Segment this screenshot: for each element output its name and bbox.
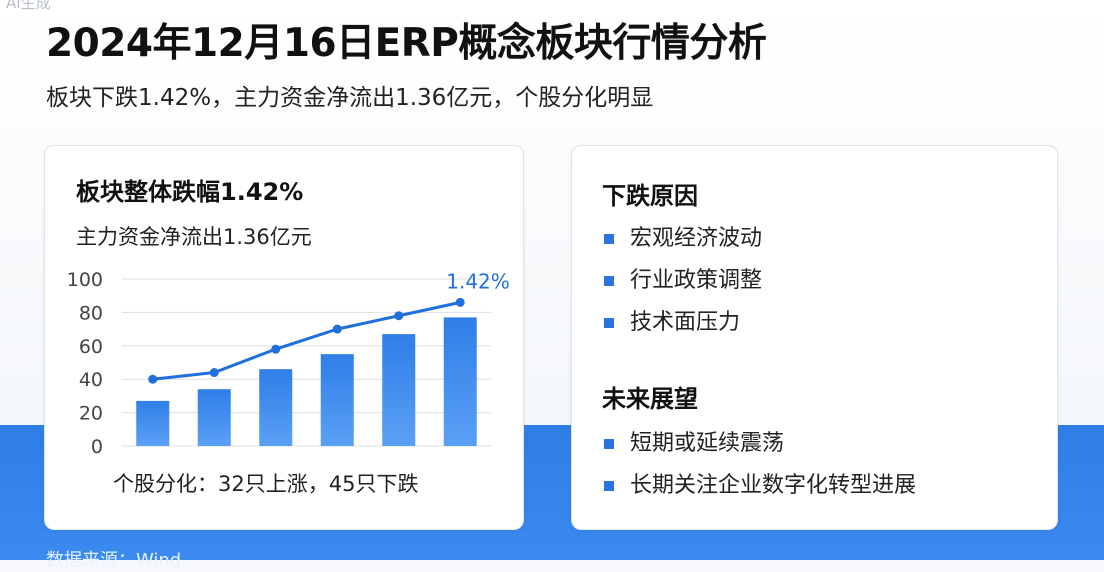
trend-line [152,300,461,381]
y-tick-label: 40 [79,369,103,391]
list-item-label: 技术面压力 [630,310,741,335]
bullet-square-icon [604,318,614,328]
list-item-label: 宏观经济波动 [630,226,763,251]
trend-point [271,344,281,354]
trend-point [148,374,158,384]
bar [382,334,416,446]
y-tick-label: 60 [79,336,103,358]
trend-value-label: 1.42% [446,269,510,293]
bar [136,400,170,446]
sector-trend-chart: 0 20 40 60 80 100 1.42% [67,269,510,456]
list-item: 技术面压力 [604,302,762,344]
y-tick-label: 0 [91,436,103,456]
y-tick-label: 20 [79,403,103,425]
outlook-list: 短期或延续震荡 长期关注企业数字化转型进展 [604,423,916,507]
y-tick-label: 80 [79,302,103,324]
analysis-card: 下跌原因 宏观经济波动 行业政策调整 技术面压力 未来展望 短期或延续震荡 长期… [571,145,1058,530]
y-tick-label: 100 [67,269,103,291]
stock-divergence-note: 个股分化：32只上涨，45只下跌 [113,472,419,496]
bar [259,369,293,446]
bullet-square-icon [604,481,614,491]
list-item: 行业政策调整 [604,260,762,302]
list-item-label: 行业政策调整 [630,268,763,293]
bullet-square-icon [604,276,614,286]
page-subtitle: 板块下跌1.42%，主力资金净流出1.36亿元，个股分化明显 [46,85,654,111]
outlook-title: 未来展望 [602,385,698,413]
bar [320,354,354,446]
trend-point [332,324,342,334]
list-item: 宏观经济波动 [604,218,762,260]
list-item: 短期或延续震荡 [604,423,916,465]
bullet-square-icon [604,234,614,244]
bullet-square-icon [604,439,614,449]
bar [443,317,477,446]
ai-generated-tag: AI生成 [6,0,51,12]
card-title: 板块整体跌幅1.42% [76,178,304,206]
card-subtitle: 主力资金净流出1.36亿元 [76,225,312,249]
reasons-list: 宏观经济波动 行业政策调整 技术面压力 [604,218,762,344]
list-item-label: 长期关注企业数字化转型进展 [630,473,917,498]
trend-point [394,311,404,321]
page-title: 2024年12月16日ERP概念板块行情分析 [46,21,767,66]
bar [197,389,231,446]
list-item: 长期关注企业数字化转型进展 [604,465,916,507]
data-source-footer: 数据来源：Wind [46,550,182,571]
reasons-title: 下跌原因 [602,182,698,210]
list-item-label: 短期或延续震荡 [630,431,785,456]
trend-point [455,297,465,307]
trend-point [209,368,219,378]
sector-performance-card: 板块整体跌幅1.42% 主力资金净流出1.36亿元 0 20 40 60 80 100 1.… [44,145,524,530]
